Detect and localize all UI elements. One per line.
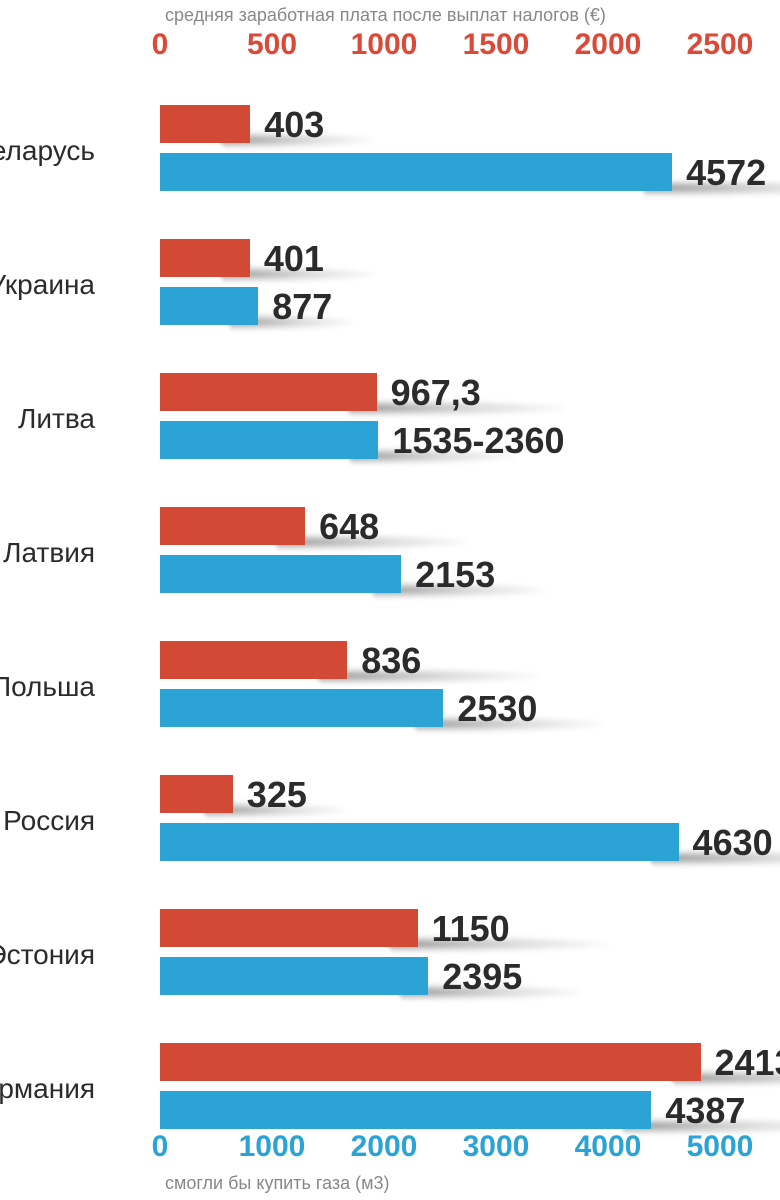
top-axis-tick: 1000 bbox=[351, 28, 418, 62]
bottom-axis-tick: 5000 bbox=[687, 1130, 754, 1164]
gas-bar bbox=[160, 1091, 651, 1129]
gas-value: 1535-2360 bbox=[392, 420, 564, 462]
gas-bar bbox=[160, 421, 378, 459]
country-label: Польша bbox=[0, 671, 95, 703]
salary-value: 967,3 bbox=[391, 372, 481, 414]
gas-value: 4572 bbox=[686, 152, 766, 194]
gas-bar bbox=[160, 555, 401, 593]
top-axis-tick: 2500 bbox=[687, 28, 754, 62]
top-axis-tick: 0 bbox=[152, 28, 169, 62]
country-label: Беларусь bbox=[0, 135, 95, 167]
top-axis-tick: 500 bbox=[247, 28, 297, 62]
gas-value: 877 bbox=[272, 286, 332, 328]
gas-bar bbox=[160, 823, 679, 861]
salary-value: 325 bbox=[247, 774, 307, 816]
top-axis-tick: 2000 bbox=[575, 28, 642, 62]
bar-shadow bbox=[314, 667, 541, 685]
bottom-axis-tick: 1000 bbox=[239, 1130, 306, 1164]
country-label: Эстония bbox=[0, 939, 95, 971]
salary-value: 403 bbox=[264, 104, 324, 146]
salary-bar bbox=[160, 373, 377, 411]
gas-bar bbox=[160, 957, 428, 995]
country-label: Литва bbox=[0, 403, 95, 435]
bottom-axis-tick: 3000 bbox=[463, 1130, 530, 1164]
salary-value: 401 bbox=[264, 238, 324, 280]
gas-value: 2395 bbox=[442, 956, 522, 998]
top-axis-ticks: 05001000150020002500 bbox=[160, 28, 720, 68]
country-label: Россия bbox=[0, 805, 95, 837]
gas-value: 2153 bbox=[415, 554, 495, 596]
salary-bar bbox=[160, 641, 347, 679]
bottom-axis-tick: 2000 bbox=[351, 1130, 418, 1164]
gas-value: 2530 bbox=[457, 688, 537, 730]
country-label: Украина bbox=[0, 269, 95, 301]
chart-container: средняя заработная плата после выплат на… bbox=[0, 0, 780, 1200]
salary-bar bbox=[160, 105, 250, 143]
salary-bar bbox=[160, 1043, 701, 1081]
salary-bar bbox=[160, 239, 250, 277]
bottom-axis-tick: 4000 bbox=[575, 1130, 642, 1164]
gas-value: 4387 bbox=[665, 1090, 745, 1132]
country-label: Латвия bbox=[0, 537, 95, 569]
salary-value: 648 bbox=[319, 506, 379, 548]
bottom-axis-label: смогли бы купить газа (м3) bbox=[165, 1173, 389, 1194]
top-axis-tick: 1500 bbox=[463, 28, 530, 62]
salary-value: 2413 bbox=[715, 1042, 780, 1084]
salary-bar bbox=[160, 507, 305, 545]
salary-bar bbox=[160, 775, 233, 813]
gas-value: 4630 bbox=[693, 822, 773, 864]
salary-value: 1150 bbox=[432, 908, 510, 950]
salary-value: 836 bbox=[361, 640, 421, 682]
top-axis-label: средняя заработная плата после выплат на… bbox=[165, 5, 606, 26]
bottom-axis-tick: 0 bbox=[152, 1130, 169, 1164]
plot-area: Беларусь4034572Украина401877Литва967,315… bbox=[160, 95, 720, 1115]
country-label: Германия bbox=[0, 1073, 95, 1105]
salary-bar bbox=[160, 909, 418, 947]
gas-bar bbox=[160, 153, 672, 191]
bottom-axis-ticks: 010002000300040005000 bbox=[160, 1130, 720, 1170]
gas-bar bbox=[160, 689, 443, 727]
gas-bar bbox=[160, 287, 258, 325]
